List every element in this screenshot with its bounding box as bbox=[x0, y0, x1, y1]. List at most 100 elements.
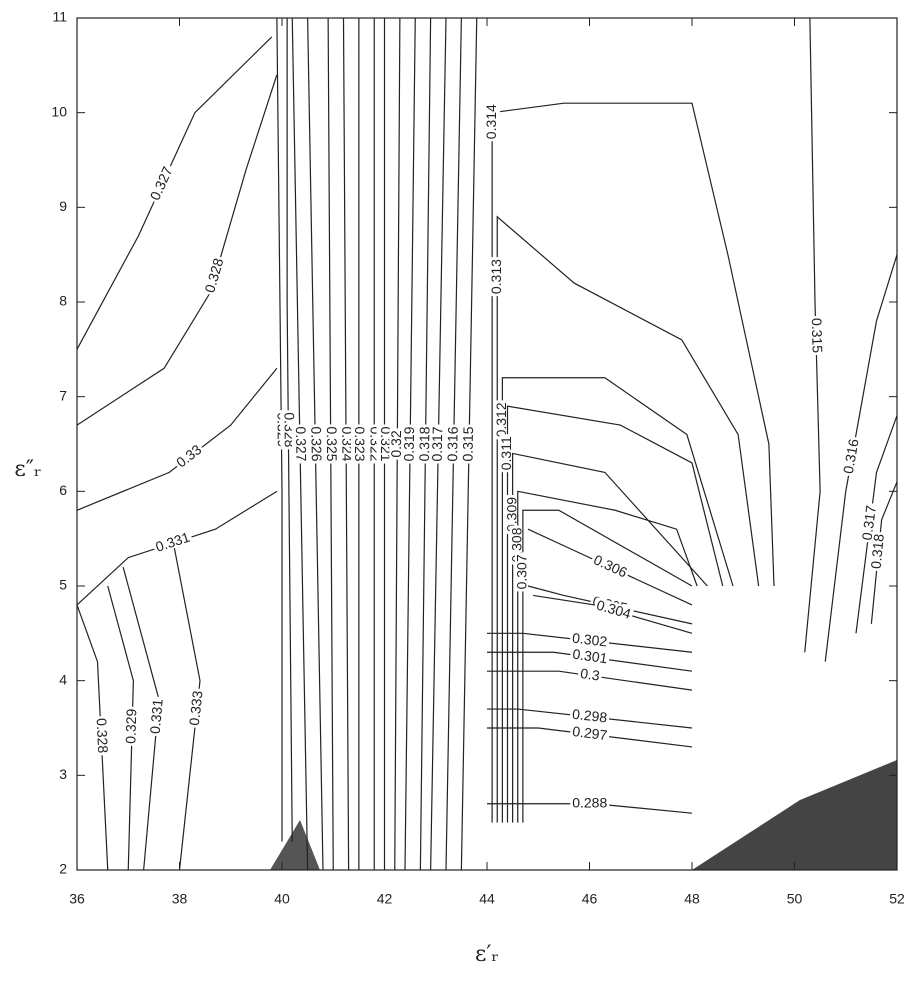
contour-label-bg bbox=[202, 254, 229, 297]
y-tick-label: 6 bbox=[59, 482, 67, 498]
contour-label-group: 0.32 bbox=[388, 428, 406, 460]
contour-label: 0.297 bbox=[571, 723, 608, 743]
contour-label-bg bbox=[151, 529, 195, 557]
contour-label-group: 0.314 bbox=[483, 102, 501, 142]
contour-label-group: 0.313 bbox=[488, 257, 506, 297]
x-tick-label: 36 bbox=[69, 891, 85, 907]
contour-label-bg bbox=[306, 424, 324, 464]
y-tick-label: 7 bbox=[59, 387, 67, 403]
contour-line bbox=[491, 102, 775, 823]
contour-label: 0.326 bbox=[308, 426, 325, 462]
contour-label-group: 0.297 bbox=[569, 723, 611, 745]
contour-label-group: 0.318 bbox=[868, 531, 889, 572]
contour-label-group: 0.317 bbox=[429, 424, 447, 464]
y-tick-label: 11 bbox=[52, 9, 67, 25]
contour-label-group: 0.33 bbox=[172, 440, 207, 473]
contour-label-bg bbox=[569, 724, 611, 745]
contour-line bbox=[76, 36, 273, 350]
contour-label-group: 0.318 bbox=[416, 424, 434, 464]
contour-label-bg bbox=[376, 424, 393, 464]
contour-label: 0.325 bbox=[324, 426, 340, 461]
contour-line bbox=[512, 452, 708, 823]
contour-line bbox=[76, 604, 109, 871]
contour-line bbox=[487, 651, 693, 672]
contour-label-group: 0.328 bbox=[92, 715, 111, 756]
contour-label: 0.309 bbox=[503, 497, 519, 532]
contour-label: 0.316 bbox=[840, 437, 862, 475]
contour-label-bg bbox=[123, 706, 141, 747]
contour-label: 0.327 bbox=[293, 426, 310, 462]
contour-label-group: 0.319 bbox=[401, 424, 419, 464]
contour-line bbox=[527, 585, 693, 625]
contour-label-bg bbox=[569, 646, 611, 668]
contour-label-group: 0.326 bbox=[306, 424, 325, 464]
contour-label-group: 0.288 bbox=[570, 794, 610, 812]
contour-label-group: 0.328 bbox=[201, 254, 229, 297]
contour-label-group: 0.309 bbox=[503, 494, 521, 535]
contour-label-bg bbox=[504, 494, 521, 535]
contour-label: 0.316 bbox=[444, 426, 461, 462]
contour-label: 0.306 bbox=[591, 551, 630, 580]
y-tick-label: 5 bbox=[59, 577, 67, 593]
contour-label: 0.3 bbox=[579, 665, 601, 684]
contour-line bbox=[804, 17, 821, 653]
contour-line bbox=[506, 405, 724, 823]
contour-label-bg bbox=[807, 315, 825, 356]
x-tick-label: 52 bbox=[889, 891, 905, 907]
contour-label-bg bbox=[172, 440, 207, 473]
contour-label-group: 0.325 bbox=[322, 424, 340, 464]
contour-label-bg bbox=[460, 424, 478, 464]
contour-label: 0.32 bbox=[388, 430, 404, 458]
contour-label-group: 0.323 bbox=[350, 424, 368, 464]
x-tick-label: 38 bbox=[172, 891, 188, 907]
contour-label-bg bbox=[570, 795, 610, 812]
contour-label: 0.323 bbox=[352, 426, 368, 461]
contour-label-group: 0.304 bbox=[592, 597, 635, 624]
plot-frame bbox=[76, 17, 898, 871]
contour-label-group: 0.306 bbox=[588, 551, 632, 583]
contour-label: 0.311 bbox=[498, 436, 514, 470]
x-axis-label: ε′ᵣ bbox=[475, 942, 499, 967]
contour-label-bg bbox=[569, 630, 610, 651]
contour-label-bg bbox=[592, 597, 635, 624]
contour-line bbox=[522, 509, 693, 823]
contour-label-bg bbox=[350, 424, 367, 464]
y-axis-label: ε″ᵣ bbox=[14, 457, 41, 482]
plot-area: 0.327 0.328 0.33 0.331 0.328 0.329 0.331 0.333 0… bbox=[76, 17, 898, 871]
contour-label-bg bbox=[484, 102, 501, 142]
contour-label: 0.317 bbox=[429, 426, 446, 462]
contour-label-bg bbox=[186, 687, 208, 729]
contour-label-bg bbox=[429, 424, 447, 464]
contour-label: 0.314 bbox=[483, 104, 499, 139]
contour-label: 0.329 bbox=[122, 708, 139, 744]
contour-label-bg bbox=[417, 424, 434, 464]
x-tick-label: 44 bbox=[479, 891, 495, 907]
contour-label-group: 0.301 bbox=[569, 646, 611, 668]
contour-label-bg bbox=[840, 435, 864, 478]
contour-label-group: 0.298 bbox=[569, 706, 610, 727]
contour-label-group: 0.327 bbox=[291, 424, 310, 464]
contour-line bbox=[533, 594, 693, 634]
contour-line bbox=[824, 254, 898, 662]
contour-label-bg bbox=[868, 531, 889, 572]
contour-label-bg bbox=[569, 706, 610, 727]
contour-label-group: 0.331 bbox=[151, 529, 195, 557]
x-tick-label: 42 bbox=[377, 891, 393, 907]
contour-label-bg bbox=[92, 715, 111, 756]
contour-line bbox=[76, 74, 278, 426]
contour-label: 0.298 bbox=[571, 706, 608, 726]
x-tick-label: 48 bbox=[684, 891, 700, 907]
contour-line bbox=[870, 481, 898, 624]
contour-label-group: 0.316 bbox=[444, 424, 463, 464]
contour-label: 0.319 bbox=[401, 426, 417, 461]
contour-label: 0.331 bbox=[147, 698, 166, 735]
contour-label-bg bbox=[147, 696, 168, 737]
contour-label-bg bbox=[445, 424, 463, 464]
y-tick-label: 9 bbox=[59, 198, 67, 214]
contour-line bbox=[76, 367, 278, 511]
y-tick-label: 4 bbox=[59, 671, 67, 687]
contour-line bbox=[487, 670, 693, 691]
x-tick-label: 50 bbox=[787, 891, 803, 907]
x-tick-label: 46 bbox=[582, 891, 598, 907]
